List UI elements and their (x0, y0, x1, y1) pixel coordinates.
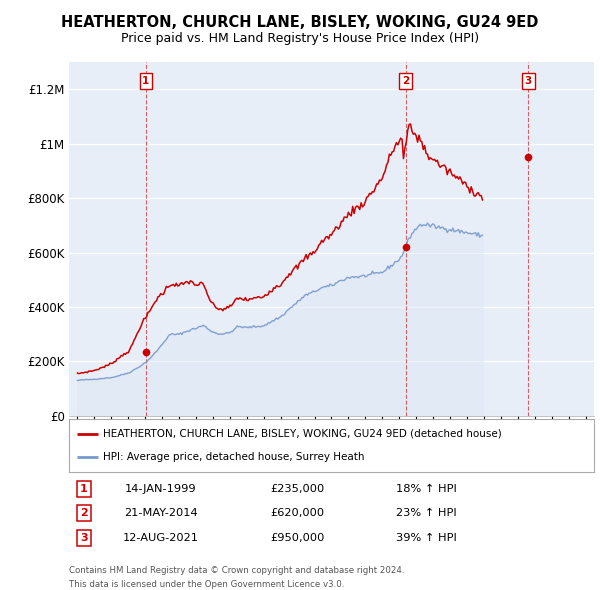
Text: 18% ↑ HPI: 18% ↑ HPI (395, 484, 457, 494)
Text: HEATHERTON, CHURCH LANE, BISLEY, WOKING, GU24 9ED (detached house): HEATHERTON, CHURCH LANE, BISLEY, WOKING,… (103, 429, 502, 439)
Text: HEATHERTON, CHURCH LANE, BISLEY, WOKING, GU24 9ED: HEATHERTON, CHURCH LANE, BISLEY, WOKING,… (61, 15, 539, 30)
Text: 39% ↑ HPI: 39% ↑ HPI (395, 533, 457, 543)
Text: Price paid vs. HM Land Registry's House Price Index (HPI): Price paid vs. HM Land Registry's House … (121, 32, 479, 45)
Text: 2: 2 (402, 76, 409, 86)
Text: 2: 2 (80, 509, 88, 518)
Text: HPI: Average price, detached house, Surrey Heath: HPI: Average price, detached house, Surr… (103, 452, 365, 462)
Text: This data is licensed under the Open Government Licence v3.0.: This data is licensed under the Open Gov… (69, 580, 344, 589)
Text: £620,000: £620,000 (271, 509, 325, 518)
Text: 21-MAY-2014: 21-MAY-2014 (124, 509, 197, 518)
Text: 14-JAN-1999: 14-JAN-1999 (125, 484, 197, 494)
Text: 3: 3 (524, 76, 532, 86)
Text: £235,000: £235,000 (270, 484, 325, 494)
Text: £950,000: £950,000 (270, 533, 325, 543)
Text: 1: 1 (80, 484, 88, 494)
Text: 23% ↑ HPI: 23% ↑ HPI (395, 509, 457, 518)
Text: Contains HM Land Registry data © Crown copyright and database right 2024.: Contains HM Land Registry data © Crown c… (69, 566, 404, 575)
Text: 3: 3 (80, 533, 88, 543)
Text: 1: 1 (142, 76, 149, 86)
Text: 12-AUG-2021: 12-AUG-2021 (123, 533, 199, 543)
